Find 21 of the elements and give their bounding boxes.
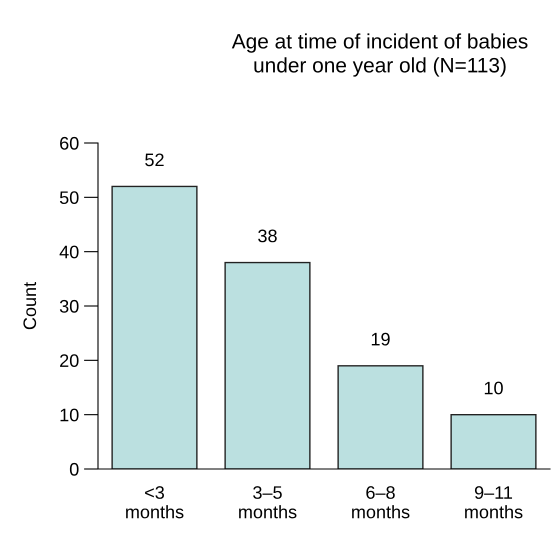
bar [224, 262, 311, 469]
y-tick-label: 30 [60, 300, 79, 313]
data-label: 19 [372, 332, 390, 346]
bar [337, 365, 424, 469]
y-tick-label: 60 [60, 136, 79, 150]
data-label: 10 [484, 382, 503, 394]
y-tick-label: 0 [70, 462, 79, 476]
x-tick-label: 3–5 months [239, 486, 296, 518]
y-tick-label: 20 [60, 354, 79, 368]
y-axis-title: Count [23, 282, 36, 330]
bar [111, 186, 198, 469]
data-label: 52 [145, 153, 164, 166]
chart-title: Age at time of incident of babies under one year old (N=113) [232, 33, 528, 77]
y-tick-label: 50 [60, 191, 79, 204]
y-tick-label: 40 [60, 246, 79, 258]
x-tick-label: 9–11 months [465, 486, 522, 518]
bar [450, 414, 537, 469]
y-tick-label: 10 [60, 408, 79, 422]
x-tick-label: 6–8 months [352, 486, 410, 518]
x-tick-label: <3 months [126, 486, 184, 518]
data-label: 38 [258, 230, 277, 242]
